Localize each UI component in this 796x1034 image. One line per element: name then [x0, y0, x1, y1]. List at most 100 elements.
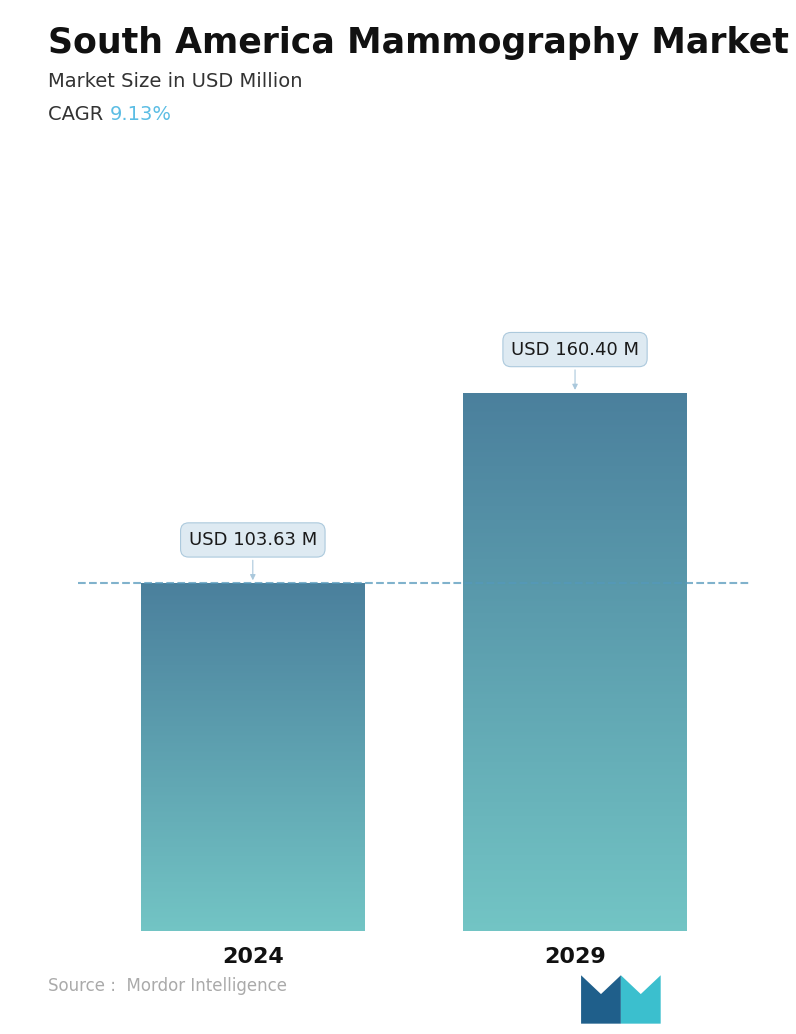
Bar: [141, 852, 365, 853]
Bar: [141, 812, 365, 813]
Bar: [463, 748, 687, 750]
Bar: [141, 759, 365, 760]
Bar: [141, 872, 365, 873]
Bar: [463, 691, 687, 692]
Bar: [141, 900, 365, 901]
Bar: [141, 625, 365, 626]
Bar: [463, 835, 687, 838]
Bar: [141, 607, 365, 609]
Bar: [141, 827, 365, 828]
Bar: [141, 667, 365, 668]
Bar: [141, 842, 365, 843]
Bar: [463, 631, 687, 633]
Bar: [463, 823, 687, 825]
Bar: [141, 826, 365, 827]
Bar: [463, 755, 687, 757]
Bar: [141, 673, 365, 674]
Bar: [463, 906, 687, 907]
Bar: [141, 839, 365, 841]
Bar: [463, 479, 687, 481]
Bar: [141, 804, 365, 805]
Bar: [463, 769, 687, 771]
Bar: [463, 590, 687, 591]
Bar: [463, 393, 687, 395]
Bar: [141, 648, 365, 649]
Bar: [141, 689, 365, 690]
Bar: [463, 617, 687, 618]
Bar: [141, 601, 365, 602]
Bar: [141, 781, 365, 783]
Bar: [141, 621, 365, 622]
Bar: [463, 428, 687, 430]
Bar: [141, 802, 365, 803]
Bar: [141, 697, 365, 698]
Bar: [463, 464, 687, 466]
Bar: [141, 694, 365, 696]
Bar: [463, 445, 687, 447]
Bar: [463, 799, 687, 801]
Bar: [141, 924, 365, 926]
Bar: [141, 741, 365, 743]
Bar: [141, 834, 365, 835]
Bar: [463, 468, 687, 469]
Bar: [141, 786, 365, 787]
Bar: [463, 701, 687, 703]
Bar: [463, 911, 687, 913]
Bar: [141, 644, 365, 645]
Bar: [141, 769, 365, 770]
Bar: [463, 520, 687, 522]
Bar: [141, 808, 365, 809]
Bar: [463, 638, 687, 640]
Bar: [141, 604, 365, 605]
Bar: [141, 813, 365, 814]
Bar: [141, 651, 365, 652]
Bar: [463, 676, 687, 677]
Bar: [141, 874, 365, 875]
Bar: [463, 503, 687, 504]
Bar: [141, 760, 365, 761]
Bar: [141, 722, 365, 723]
Bar: [141, 634, 365, 635]
Bar: [463, 746, 687, 748]
Bar: [141, 602, 365, 603]
Bar: [141, 624, 365, 625]
Bar: [141, 605, 365, 606]
Bar: [463, 787, 687, 789]
Bar: [141, 899, 365, 900]
Bar: [141, 822, 365, 823]
Bar: [141, 789, 365, 790]
Bar: [463, 427, 687, 428]
Bar: [463, 782, 687, 784]
Bar: [141, 716, 365, 717]
Bar: [463, 657, 687, 658]
Bar: [141, 909, 365, 910]
Bar: [141, 647, 365, 648]
Bar: [463, 904, 687, 906]
Bar: [141, 663, 365, 664]
Bar: [141, 755, 365, 756]
Text: South America Mammography Market: South America Mammography Market: [48, 26, 789, 60]
Bar: [141, 895, 365, 898]
Bar: [463, 891, 687, 893]
Bar: [463, 597, 687, 599]
Bar: [141, 683, 365, 685]
Text: CAGR: CAGR: [48, 105, 109, 124]
Bar: [141, 846, 365, 847]
Bar: [463, 637, 687, 638]
Bar: [141, 614, 365, 615]
Bar: [463, 547, 687, 549]
Bar: [463, 784, 687, 786]
Bar: [463, 901, 687, 902]
Bar: [463, 925, 687, 927]
Bar: [141, 903, 365, 904]
Bar: [141, 837, 365, 838]
Bar: [141, 679, 365, 680]
Bar: [141, 630, 365, 631]
Bar: [463, 921, 687, 923]
Bar: [141, 629, 365, 630]
Bar: [463, 584, 687, 586]
Bar: [463, 415, 687, 416]
Bar: [141, 660, 365, 661]
Bar: [141, 908, 365, 909]
Bar: [463, 660, 687, 662]
